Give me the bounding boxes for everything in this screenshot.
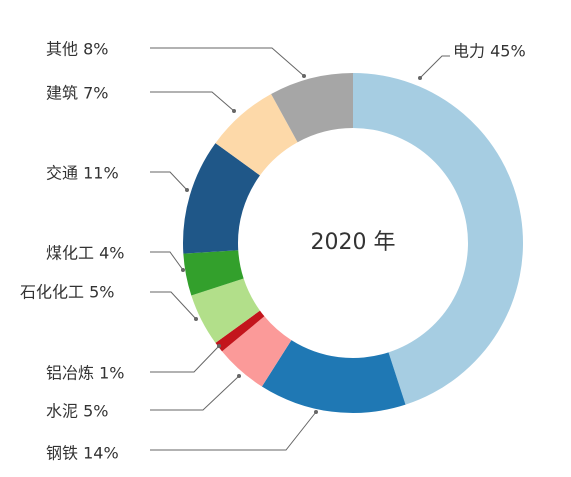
- slice-4: [215, 310, 265, 352]
- leader-dot-1: [418, 76, 422, 80]
- leader-dot-2: [314, 410, 318, 414]
- leader-line-7: [150, 171, 188, 191]
- slice-9: [271, 73, 353, 143]
- slice-label-5: 石化化工 5%: [20, 283, 114, 302]
- leader-line-2: [150, 411, 317, 451]
- leader-dot-8: [232, 109, 236, 113]
- leader-line-1: [419, 55, 450, 79]
- slice-label-1: 电力 45%: [453, 42, 526, 61]
- slice-labels: 电力 45% 钢铁 14% 水泥 5% 铝冶炼 1% 石化化工 5% 煤化工 4% 交通 1…: [20, 40, 526, 463]
- slice-1: [353, 73, 524, 405]
- slice-label-7: 交通 11%: [46, 164, 119, 183]
- leader-line-6: [150, 251, 184, 271]
- center-label: 2020 年: [311, 230, 396, 255]
- slice-5: [191, 278, 260, 343]
- slice-7: [183, 143, 260, 254]
- slice-2: [261, 340, 406, 413]
- slice-label-3: 水泥 5%: [46, 402, 108, 421]
- leader-dot-5: [194, 317, 198, 321]
- donut-slices: [183, 73, 524, 413]
- leader-dot-9: [302, 74, 306, 78]
- slice-label-6: 煤化工 4%: [46, 244, 124, 263]
- leader-line-9: [150, 47, 305, 77]
- slice-6: [183, 250, 244, 296]
- leader-line-3: [150, 375, 240, 411]
- slice-label-4: 铝冶炼 1%: [46, 364, 124, 383]
- leader-line-5: [150, 291, 197, 320]
- leader-line-8: [150, 91, 235, 112]
- leader-dot-4: [217, 344, 221, 348]
- slice-3: [222, 316, 292, 387]
- leader-dot-3: [237, 374, 241, 378]
- leader-dot-6: [181, 268, 185, 272]
- slice-label-8: 建筑 7%: [46, 84, 108, 103]
- leader-dot-7: [185, 188, 189, 192]
- leader-line-4: [150, 345, 220, 373]
- leader-lines: [150, 47, 450, 451]
- slice-8: [215, 94, 298, 176]
- slice-label-9: 其他 8%: [46, 40, 108, 59]
- slice-label-2: 钢铁 14%: [46, 444, 119, 463]
